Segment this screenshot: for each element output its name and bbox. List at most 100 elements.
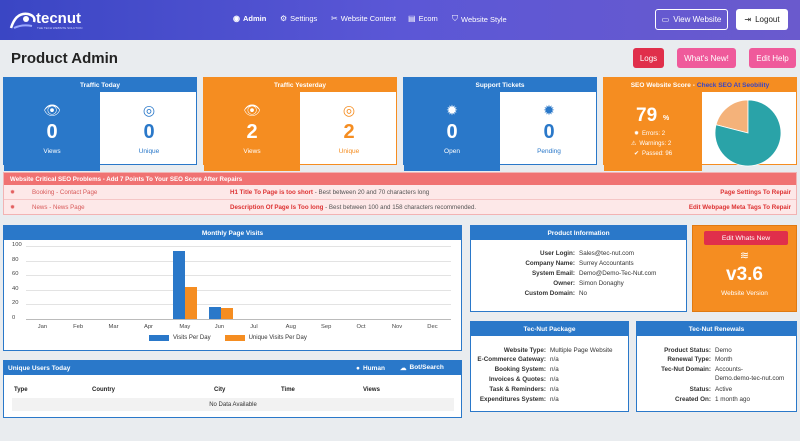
logo-tagline: THE TECH WEBSITE SOLUTION — [37, 26, 83, 30]
package-row: Task & Reminders: n/a — [471, 386, 558, 393]
x-tick-label: Sep — [321, 324, 332, 330]
seo-score-title: SEO Website Score - Check SEO At Seobili… — [604, 78, 796, 92]
traffic-yesterday-title: Traffic Yesterday — [204, 78, 396, 92]
nav-admin[interactable]: ◉ Admin — [233, 14, 266, 23]
seo-warnings: ⚠ Warnings: 2 — [631, 140, 671, 148]
chart-gridline — [26, 246, 451, 247]
y-tick-label: 100 — [12, 242, 22, 248]
product-info-title: Product Information — [471, 226, 686, 240]
version-card: Edit Whats New ≋ v3.6 Website Version — [692, 225, 797, 312]
whats-new-button[interactable]: What's New! — [677, 48, 736, 68]
nav-settings-label: Settings — [290, 14, 318, 23]
bug-icon: ✹ — [543, 102, 555, 118]
layers-icon: ≋ — [739, 250, 750, 262]
logs-button[interactable]: Logs — [633, 48, 664, 68]
package-value: n/a — [550, 366, 559, 373]
monitor-icon: ▭ — [661, 15, 670, 24]
traffic-today-unique-label: Unique — [138, 148, 160, 155]
x-tick-label: Jan — [37, 324, 48, 330]
seo-problem-fix-link[interactable]: Page Settings To Repair — [720, 189, 791, 196]
traffic-today-unique: ◎ 0 Unique — [100, 92, 198, 171]
seo-errors: ✹ Errors: 2 — [634, 130, 665, 138]
traffic-today-card: Traffic Today 👁 0 Views ◎ 0 Unique — [3, 77, 197, 171]
renewals-title: Tec-Nut Renewals — [637, 322, 796, 336]
seo-problem-type: Description Of Page Is Too long — [230, 203, 324, 211]
unique-users-header: Unique Users Today ● Human ☁ Bot/Search — [4, 361, 461, 375]
chart-bar[interactable] — [220, 308, 233, 319]
product-info-value: Simon Donaghy — [579, 280, 624, 287]
seobility-link[interactable]: Check SEO At Seobility — [696, 81, 770, 89]
dashboard-icon: ◉ — [233, 14, 240, 23]
monthly-visits-card: Monthly Page Visits 100 80 60 40 20 0 Jan Feb Ma… — [3, 225, 462, 351]
support-tickets-card: Support Tickets ✹ 0 Open ✹ 0 Pending — [403, 77, 597, 171]
logo-text: tecnut — [36, 10, 81, 27]
version-label: Website Version — [721, 290, 768, 297]
user-icon: ● — [356, 364, 360, 372]
view-website-button[interactable]: ▭ View Website — [655, 9, 728, 30]
traffic-today-views: 👁 0 Views — [4, 92, 100, 171]
product-info-row: Company Name: Surrey Accountants — [471, 260, 633, 267]
gear-icon: ⚙ — [280, 14, 288, 23]
traffic-yesterday-views: 👁 2 Views — [204, 92, 300, 171]
nav-website-content[interactable]: ✂ Website Content — [331, 14, 396, 23]
seo-problem-fix-link[interactable]: Edit Webpage Meta Tags To Repair — [688, 203, 791, 211]
seo-score-title-text: SEO Website Score - — [630, 81, 695, 89]
support-pending-value: 0 — [543, 121, 555, 143]
product-info-value: Demo@Demo-Tec-Nut.com — [579, 270, 657, 277]
renewals-key: Status: — [689, 386, 711, 393]
product-info-key: User Login: — [540, 250, 575, 257]
support-pending[interactable]: ✹ 0 Pending — [500, 92, 598, 171]
nav-website-style[interactable]: ⛉ Website Style — [452, 14, 507, 24]
chart-bar[interactable] — [185, 286, 198, 319]
traffic-yesterday-views-value: 2 — [246, 121, 258, 143]
chart-bar[interactable] — [173, 251, 186, 319]
column-header-time: Time — [281, 387, 295, 393]
human-label: Human — [362, 364, 385, 372]
logout-button[interactable]: ⇥ Logout — [736, 9, 788, 30]
bug-icon: ✹ — [634, 131, 640, 137]
renewals-value: Demo — [715, 347, 732, 354]
bug-icon: ✹ — [10, 189, 16, 196]
human-filter[interactable]: ● Human — [356, 365, 385, 372]
support-open-value: 0 — [446, 121, 458, 143]
renewals-row: Tec-Nut Domain: Accounts- — [637, 366, 743, 373]
product-info-row: Owner: Simon Donaghy — [471, 280, 624, 287]
package-key: E-Commerce Gateway: — [477, 356, 546, 363]
seo-passed-text: Passed: 96 — [642, 150, 673, 157]
support-open[interactable]: ✹ 0 Open — [404, 92, 500, 171]
edit-whats-new-button[interactable]: Edit Whats New — [704, 231, 788, 245]
y-tick-label: 20 — [12, 300, 19, 307]
seo-passed: ✔ Passed: 96 — [634, 150, 673, 158]
seo-problems-title: Website Critical SEO Problems - Add 7 Po… — [4, 173, 796, 185]
seo-problem-type: H1 Title To Page is too short — [230, 189, 313, 196]
renewals-row: Product Status: Demo — [637, 347, 732, 354]
edit-help-button[interactable]: Edit Help — [749, 48, 796, 68]
package-row: Website Type: Multiple Page Website — [471, 347, 613, 354]
bot-filter[interactable]: ☁ Bot/Search — [400, 364, 444, 372]
product-info-key: Custom Domain: — [524, 290, 575, 297]
support-open-label: Open — [444, 148, 460, 155]
package-value: Multiple Page Website — [550, 347, 613, 354]
seo-problem-row: ✹ Booking - Contact Page H1 Title To Pag… — [4, 186, 796, 200]
logout-icon: ⇥ — [744, 15, 752, 24]
monthly-visits-title: Monthly Page Visits — [4, 226, 461, 240]
traffic-yesterday-views-label: Views — [243, 148, 261, 155]
legend-swatch-visits — [149, 335, 169, 341]
product-info-row: User Login: Sales@tec-nut.com — [471, 250, 634, 257]
seo-problem-page: News - News Page — [32, 203, 85, 211]
chart-gridline — [26, 260, 451, 262]
x-tick-label: Jun — [214, 324, 225, 330]
renewals-key: Renewal Type: — [667, 356, 711, 363]
x-tick-label: Nov — [391, 324, 403, 330]
nav-settings[interactable]: ⚙ Settings — [280, 14, 317, 23]
seo-score-card: SEO Website Score - Check SEO At Seobili… — [603, 77, 797, 171]
warning-icon: ⚠ — [631, 141, 637, 147]
nav-website-style-label: Website Style — [461, 14, 507, 24]
fingerprint-icon: ◎ — [342, 102, 356, 118]
traffic-yesterday-unique-label: Unique — [338, 148, 360, 155]
package-key: Booking System: — [494, 366, 546, 373]
package-row: Invoices & Quotes: n/a — [471, 376, 559, 383]
logo[interactable]: tecnut THE TECH WEBSITE SOLUTION — [8, 6, 88, 34]
chart-bar[interactable] — [208, 306, 221, 319]
nav-ecom[interactable]: ▤ Ecom — [408, 14, 438, 23]
